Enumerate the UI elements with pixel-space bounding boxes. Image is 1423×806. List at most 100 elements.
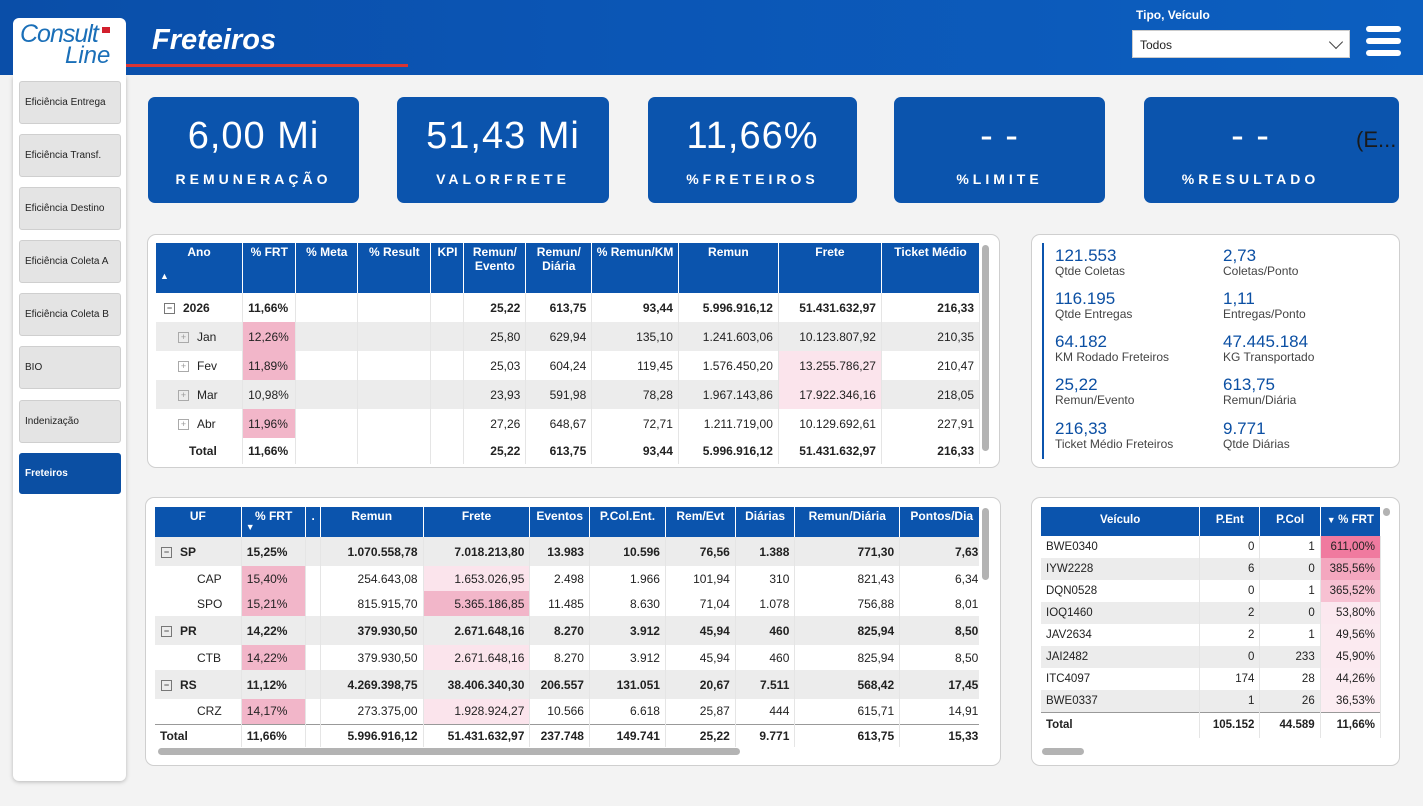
table-cell: 11,66% — [241, 723, 307, 747]
table-cell: 444 — [735, 699, 796, 724]
table-row[interactable]: BWE0337 1 26 36,53% — [1041, 690, 1381, 712]
table-row[interactable]: JAI2482 0 233 45,90% — [1041, 646, 1381, 668]
table-cell: 13.255.786,27 — [778, 351, 882, 380]
column-header[interactable]: Ano ▲ — [156, 243, 244, 293]
vertical-scrollbar[interactable] — [1383, 508, 1390, 516]
kpi-label: VALORFRETE — [436, 171, 570, 187]
column-header[interactable]: Remun/ Evento — [463, 243, 527, 293]
collapse-icon[interactable]: − — [164, 302, 175, 314]
table-row[interactable]: DQN0528 0 1 365,52% — [1041, 580, 1381, 602]
column-header[interactable]: % Remun/KM — [591, 243, 679, 293]
table-cell: 1.576.450,20 — [678, 351, 779, 380]
column-header[interactable]: Remun — [678, 243, 779, 293]
table-cell: 825,94 — [794, 645, 901, 670]
horizontal-scrollbar[interactable] — [1042, 748, 1084, 755]
stat-label: Qtde Coletas — [1055, 264, 1126, 278]
table-cell — [305, 670, 321, 699]
table-cell: 5.996.916,12 — [678, 293, 779, 322]
table-cell: 273.375,00 — [320, 699, 424, 724]
table-cell — [295, 409, 359, 438]
table-row[interactable]: IOQ1460 2 0 53,80% — [1041, 602, 1381, 624]
column-header[interactable]: Ticket Médio — [881, 243, 981, 293]
column-header[interactable]: Frete — [778, 243, 882, 293]
column-header[interactable]: % Meta — [295, 243, 359, 293]
menu-icon[interactable] — [1366, 26, 1401, 62]
sidebar-item-eficiencia-entrega[interactable]: Eficiência Entrega — [19, 81, 121, 124]
table-row[interactable]: JAV2634 2 1 49,56% — [1041, 624, 1381, 646]
column-header-label: % FRT — [1338, 514, 1374, 526]
table-cell: 93,44 — [591, 438, 679, 464]
column-header[interactable]: Diárias — [735, 507, 796, 537]
table-row[interactable]: BWE0340 0 1 611,00% — [1041, 536, 1381, 558]
column-header[interactable]: Remun/Diária — [794, 507, 901, 537]
column-header[interactable]: ▼ % FRT — [1320, 507, 1381, 536]
expand-icon[interactable]: + — [178, 360, 189, 372]
table-row[interactable]: ITC4097 174 28 44,26% — [1041, 668, 1381, 690]
row-header[interactable]: + Mar — [156, 380, 244, 409]
horizontal-scrollbar[interactable] — [158, 748, 740, 755]
stat-value: 47.445.184 — [1223, 332, 1309, 351]
column-header[interactable]: % FRT ▼ — [241, 507, 307, 537]
table-total-row: Total 11,66% 5.996.916,12 51.431.632,97 237.… — [155, 723, 979, 747]
row-header[interactable]: − PR — [155, 616, 242, 645]
vertical-scrollbar[interactable] — [982, 508, 989, 580]
column-header[interactable]: % Result — [357, 243, 432, 293]
column-header[interactable]: Frete — [423, 507, 531, 537]
column-header[interactable]: Rem/Evt — [665, 507, 736, 537]
column-header[interactable]: P.Col — [1259, 507, 1321, 536]
table-cell: 76,56 — [665, 537, 736, 566]
table-cell — [430, 322, 465, 351]
sidebar-item-bio[interactable]: BIO — [19, 346, 121, 389]
table-cell — [430, 380, 465, 409]
table-cell: 44.589 — [1259, 711, 1321, 738]
stat-label: Remun/Diária — [1223, 393, 1297, 407]
table-cell: 45,94 — [665, 616, 736, 645]
table-cell: ITC4097 — [1041, 668, 1201, 690]
table-cell: IYW2228 — [1041, 558, 1201, 580]
column-header[interactable]: Pontos/Dia — [899, 507, 979, 537]
sidebar-item-eficiencia-destino[interactable]: Eficiência Destino — [19, 187, 121, 230]
vertical-scrollbar[interactable] — [982, 245, 989, 451]
column-header[interactable]: P.Ent — [1199, 507, 1261, 536]
column-header[interactable]: Eventos — [529, 507, 590, 537]
table-row: −2026 11,66% 25,22 613,75 93,44 5.996.916,12 5… — [156, 293, 981, 322]
column-header[interactable]: % FRT — [242, 243, 297, 293]
column-header[interactable]: P.Col.Ent. — [589, 507, 666, 537]
row-label: 2026 — [183, 300, 210, 315]
stat-label: KM Rodado Freteiros — [1055, 350, 1170, 364]
table-cell: 8,01 — [899, 591, 979, 616]
collapse-icon[interactable]: − — [161, 546, 172, 558]
table-cell — [305, 645, 321, 670]
expand-icon[interactable]: + — [178, 331, 189, 343]
sidebar-item-eficiencia-coleta-a[interactable]: Eficiência Coleta A — [19, 240, 121, 283]
row-header[interactable]: CRZ — [155, 699, 242, 724]
sidebar-item-eficiencia-transf[interactable]: Eficiência Transf. — [19, 134, 121, 177]
table-cell: 17.922.346,16 — [778, 380, 882, 409]
row-header[interactable]: − SP — [155, 537, 242, 566]
row-header[interactable]: CTB — [155, 645, 242, 670]
row-header[interactable]: + Fev — [156, 351, 244, 380]
row-header[interactable]: −2026 — [156, 293, 244, 322]
table-row[interactable]: IYW2228 6 0 385,56% — [1041, 558, 1381, 580]
table-row: SPO 15,21% 815.915,70 5.365.186,85 11.485 8.6… — [155, 591, 979, 616]
column-header[interactable]: KPI — [430, 243, 465, 293]
row-header[interactable]: + Abr — [156, 409, 244, 438]
sidebar-item-freteiros[interactable]: Freteiros — [19, 453, 121, 494]
column-header[interactable]: Remun — [320, 507, 424, 537]
row-header[interactable]: CAP — [155, 566, 242, 591]
collapse-icon[interactable]: − — [161, 679, 172, 691]
sidebar-item-indenizacao[interactable]: Indenização — [19, 400, 121, 443]
vehicle-type-dropdown[interactable]: Todos — [1132, 30, 1350, 58]
row-header[interactable]: SPO — [155, 591, 242, 616]
row-header[interactable]: + Jan — [156, 322, 244, 351]
expand-icon[interactable]: + — [178, 418, 189, 430]
column-header[interactable]: . — [305, 507, 321, 537]
sidebar-item-eficiencia-coleta-b[interactable]: Eficiência Coleta B — [19, 293, 121, 336]
row-header[interactable]: − RS — [155, 670, 242, 699]
stat-item: 116.195 Qtde Entregas — [1055, 290, 1132, 321]
expand-icon[interactable]: + — [178, 389, 189, 401]
column-header[interactable]: Veículo — [1041, 507, 1201, 536]
column-header[interactable]: Remun/ Diária — [525, 243, 593, 293]
column-header[interactable]: UF — [155, 507, 242, 537]
collapse-icon[interactable]: − — [161, 625, 172, 637]
